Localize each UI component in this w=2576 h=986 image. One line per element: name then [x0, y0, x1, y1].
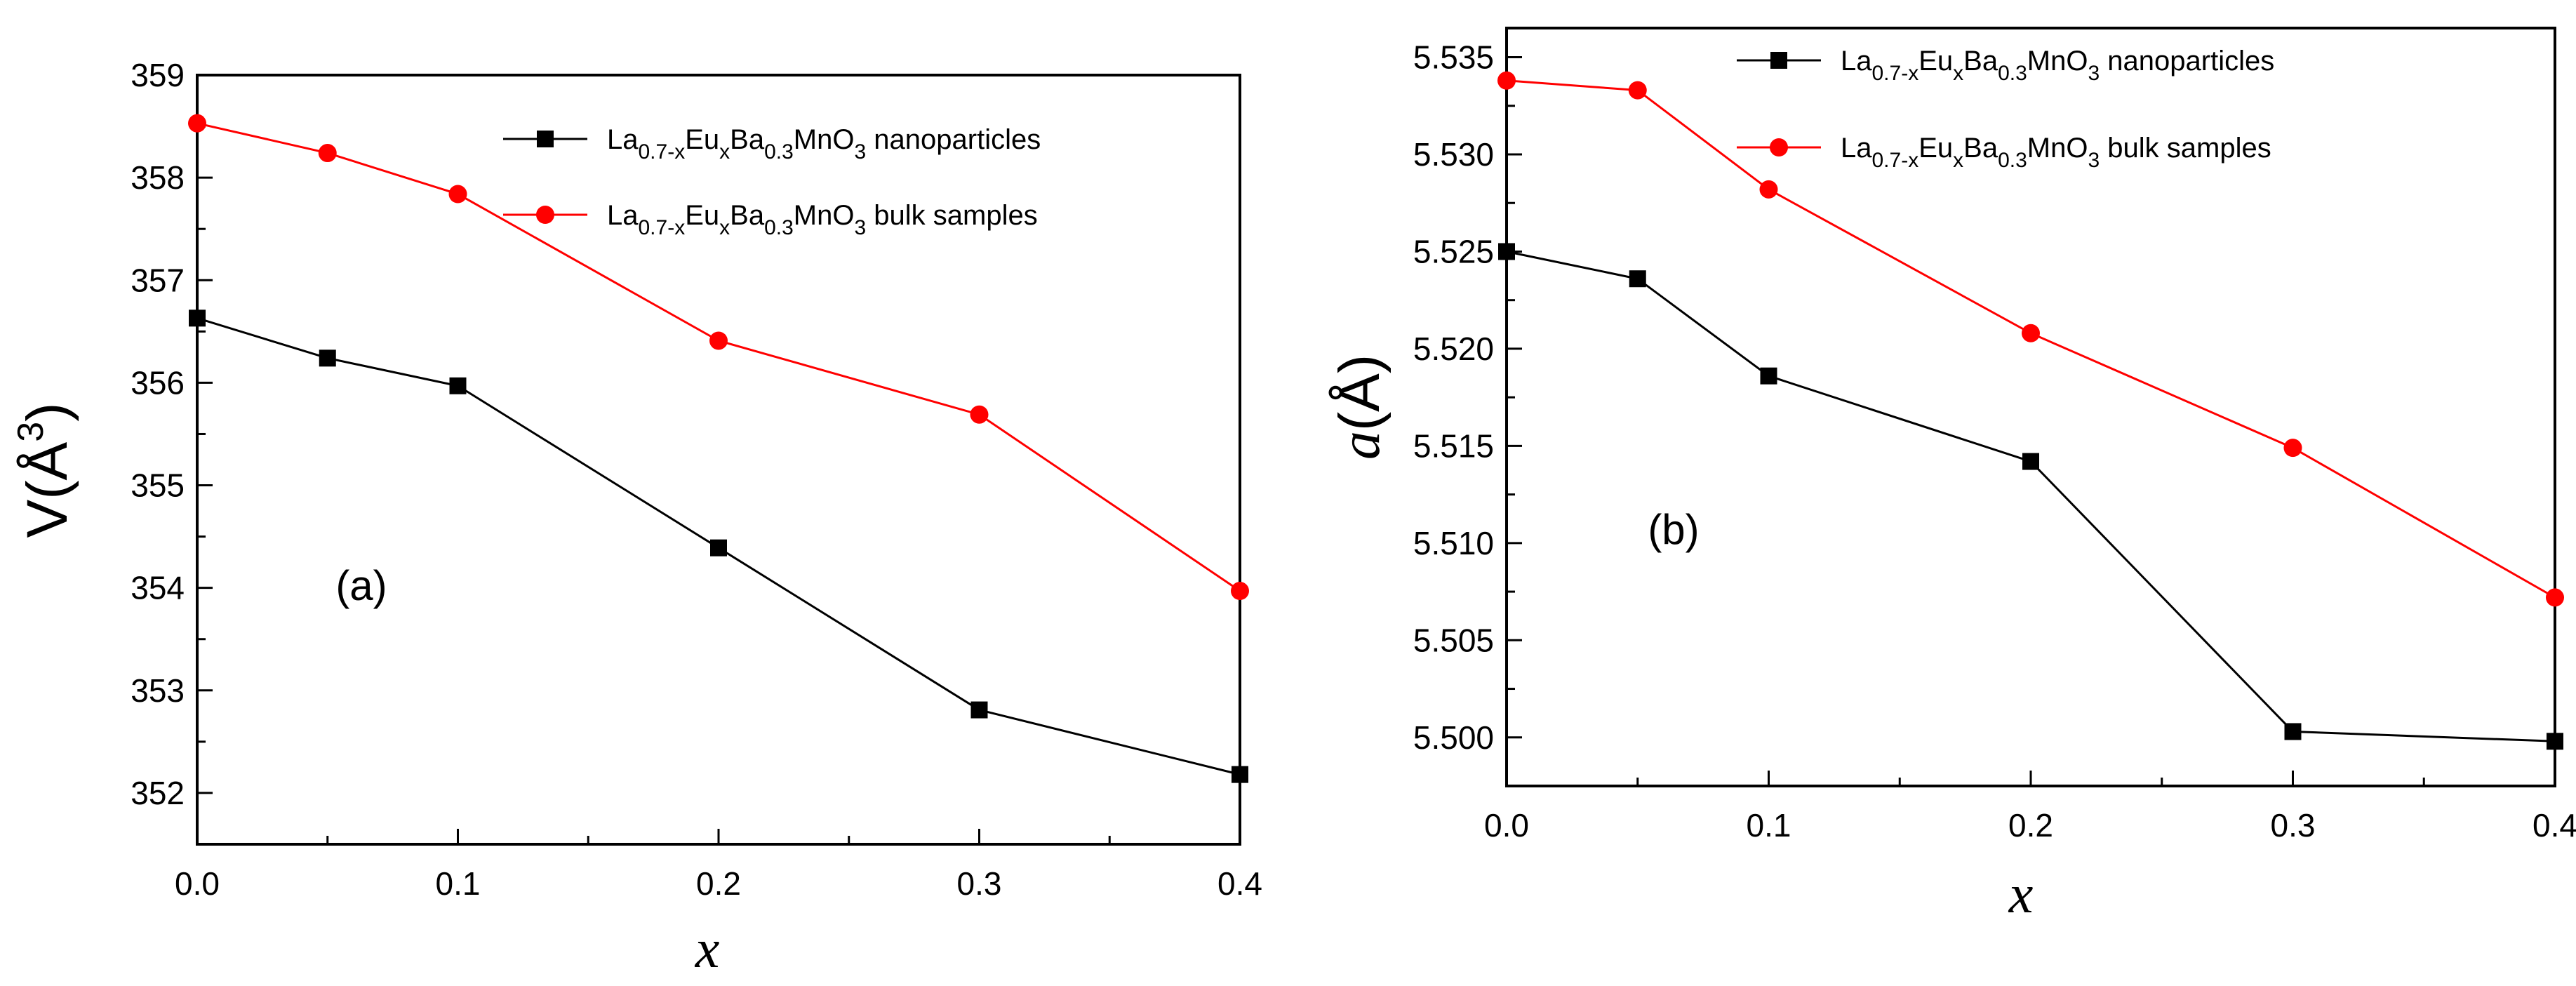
y-tick-label: 354: [131, 570, 185, 606]
y-tick-label: 358: [131, 159, 185, 196]
legend-entry: La0.7-xEuxBa0.3MnO3 bulk samples: [1737, 133, 2271, 172]
legend-label: La0.7-xEuxBa0.3MnO3 nanoparticles: [1841, 46, 2274, 85]
data-point: [318, 144, 337, 163]
legend-entry: La0.7-xEuxBa0.3MnO3 bulk samples: [503, 200, 1038, 239]
data-point: [188, 114, 206, 133]
data-point: [1498, 243, 1515, 260]
data-point: [189, 309, 206, 327]
series-nanoparticles: [189, 309, 1248, 783]
data-point: [2283, 439, 2302, 458]
data-point: [1629, 270, 1646, 288]
legend-label: La0.7-xEuxBa0.3MnO3 bulk samples: [607, 200, 1038, 239]
panel-annotation: (b): [1648, 506, 1699, 553]
x-tick-label: 0.4: [1217, 865, 1262, 902]
series-line: [196, 122, 1241, 592]
data-point: [448, 185, 467, 204]
data-point: [2022, 324, 2040, 342]
y-tick-label: 353: [131, 672, 185, 709]
legend-label: La0.7-xEuxBa0.3MnO3 bulk samples: [1841, 133, 2271, 172]
data-point: [1760, 367, 1777, 385]
x-axis-label: x: [2008, 863, 2034, 924]
data-point: [2284, 723, 2302, 740]
x-axis-label: x: [695, 918, 720, 979]
y-tick-label: 359: [131, 57, 185, 93]
y-tick-label: 357: [131, 262, 185, 298]
data-point: [2547, 733, 2563, 750]
legend-marker: [1770, 52, 1787, 69]
data-point: [970, 701, 988, 719]
legend-entry: La0.7-xEuxBa0.3MnO3 nanoparticles: [1737, 46, 2274, 85]
data-point: [2546, 588, 2564, 607]
x-tick-label: 0.3: [2271, 807, 2316, 844]
legend-label: La0.7-xEuxBa0.3MnO3 nanoparticles: [607, 124, 1041, 164]
data-point: [2022, 453, 2039, 470]
y-tick-label: 5.535: [1413, 39, 1494, 76]
data-point: [1231, 582, 1249, 601]
y-tick-label: 5.510: [1413, 525, 1494, 561]
data-point: [319, 349, 336, 367]
chart-b: 0.0 0.1 0.2 0.3 0.4 5.500 5.505 5.510 5.515 5.520…: [1328, 27, 2576, 924]
x-tick-label: 0.2: [2008, 807, 2053, 844]
data-point: [1497, 71, 1516, 90]
data-point: [970, 405, 989, 424]
legend-marker: [1770, 138, 1788, 156]
chart-a: 0.0 0.1 0.2 0.3 0.4 352 353 354 355 356 357 358 359 V…: [11, 57, 1262, 979]
series-bulk-samples: [1497, 71, 2564, 607]
data-point: [449, 377, 467, 394]
y-axis-label: V(Å3): [11, 403, 79, 538]
series-line: [1506, 250, 2556, 742]
data-point: [1232, 766, 1248, 783]
y-axis-label: a(Å): [1328, 354, 1392, 460]
legend-entry: La0.7-xEuxBa0.3MnO3 nanoparticles: [503, 124, 1041, 164]
y-tick-label: 5.500: [1413, 719, 1494, 756]
x-tick-label: 0.0: [1484, 807, 1529, 844]
data-point: [1759, 180, 1778, 199]
legend-marker: [536, 206, 554, 224]
x-tick-label: 0.1: [1747, 807, 1791, 844]
series-bulk-samples: [188, 114, 1249, 601]
x-tick-label: 0.3: [957, 865, 1002, 902]
legend-marker: [537, 131, 554, 147]
plot-frame: [196, 74, 1241, 846]
x-tick-label: 0.4: [2532, 807, 2576, 844]
y-tick-label: 5.530: [1413, 136, 1494, 173]
y-tick-label: 5.515: [1413, 427, 1494, 464]
series-line: [1506, 79, 2556, 599]
x-tick-label: 0.2: [696, 865, 741, 902]
data-point: [709, 331, 728, 350]
y-tick-label: 5.520: [1413, 331, 1494, 367]
data-point: [710, 539, 727, 557]
x-tick-label: 0.1: [436, 865, 481, 902]
x-tick-label: 0.0: [175, 865, 220, 902]
y-tick-label: 5.505: [1413, 622, 1494, 658]
y-tick-label: 352: [131, 775, 185, 811]
y-tick-label: 5.525: [1413, 233, 1494, 269]
panel-annotation: (a): [335, 562, 387, 609]
y-tick-label: 356: [131, 364, 185, 401]
series-nanoparticles: [1498, 243, 2563, 750]
data-point: [1628, 81, 1647, 100]
series-line: [196, 317, 1241, 776]
y-tick-label: 355: [131, 467, 185, 504]
